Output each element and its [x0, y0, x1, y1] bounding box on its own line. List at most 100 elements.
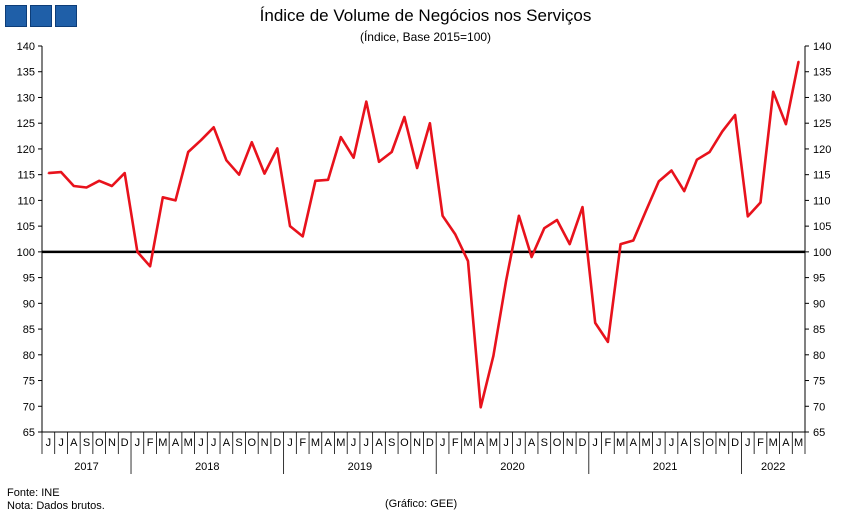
- y-tick-label-right: 125: [813, 118, 831, 130]
- x-month-label: J: [198, 437, 204, 449]
- x-month-label: F: [605, 437, 612, 449]
- chart-subtitle: (Índice, Base 2015=100): [359, 30, 492, 44]
- data-point: [696, 158, 698, 161]
- data-point: [708, 151, 711, 153]
- x-month-label: S: [693, 437, 700, 449]
- data-point: [479, 406, 482, 409]
- x-month-label: N: [261, 437, 269, 449]
- x-month-label: N: [566, 437, 574, 449]
- data-point: [429, 122, 431, 124]
- data-point: [403, 116, 406, 118]
- data-point: [174, 199, 177, 202]
- x-month-label: M: [616, 437, 625, 449]
- data-point: [683, 190, 685, 192]
- x-month-label: S: [388, 437, 395, 449]
- data-point: [98, 180, 101, 182]
- x-month-label: J: [592, 437, 598, 449]
- data-point: [238, 173, 240, 176]
- data-point: [263, 172, 266, 175]
- y-tick-label-right: 140: [813, 41, 831, 53]
- x-month-label: O: [705, 437, 714, 449]
- x-month-label: O: [553, 437, 562, 449]
- x-month-label: F: [147, 437, 154, 449]
- x-month-label: A: [477, 437, 485, 449]
- y-tick-label-left: 90: [23, 298, 35, 310]
- data-point: [47, 172, 50, 174]
- x-month-label: J: [135, 437, 141, 449]
- data-point: [785, 123, 787, 126]
- data-point: [467, 260, 469, 262]
- y-tick-label-left: 125: [17, 118, 35, 130]
- y-tick-label-left: 75: [23, 376, 35, 388]
- data-point: [556, 219, 558, 221]
- x-month-label: N: [718, 437, 726, 449]
- data-point: [149, 265, 151, 268]
- data-point: [607, 341, 609, 343]
- data-point: [454, 233, 457, 236]
- y-tick-label-left: 115: [17, 170, 35, 182]
- x-month-label: J: [440, 437, 446, 449]
- x-month-label: J: [287, 437, 293, 449]
- x-month-label: J: [669, 437, 675, 449]
- x-year-label: 2022: [761, 461, 785, 473]
- y-tick-label-right: 120: [813, 144, 831, 156]
- data-point: [378, 161, 380, 163]
- y-tick-label-left: 100: [17, 247, 35, 259]
- data-point: [492, 355, 495, 357]
- data-point: [721, 130, 724, 133]
- x-month-label: D: [578, 437, 586, 449]
- x-month-label: D: [121, 437, 129, 449]
- data-point: [645, 209, 647, 212]
- y-tick-label-left: 105: [17, 221, 35, 233]
- source-note: Fonte: INE: [7, 487, 60, 499]
- data-point: [314, 180, 317, 182]
- x-month-label: A: [681, 437, 689, 449]
- series-line: [48, 61, 800, 409]
- data-point: [759, 201, 762, 204]
- x-month-label: S: [83, 437, 90, 449]
- x-month-label: N: [108, 437, 116, 449]
- x-month-label: A: [375, 437, 383, 449]
- data-point: [657, 180, 660, 183]
- data-point: [568, 243, 571, 245]
- x-month-label: F: [757, 437, 764, 449]
- y-tick-label-right: 110: [813, 195, 831, 207]
- x-month-label: J: [58, 437, 64, 449]
- y-tick-label-right: 115: [813, 170, 831, 182]
- x-month-label: M: [794, 437, 803, 449]
- x-month-label: A: [630, 437, 638, 449]
- data-point: [797, 60, 800, 63]
- x-month-label: D: [426, 437, 434, 449]
- data-point: [301, 235, 304, 238]
- y-tick-label-left: 85: [23, 324, 35, 336]
- data-point: [594, 322, 596, 324]
- x-month-label: M: [158, 437, 167, 449]
- logo-square: [5, 5, 27, 27]
- x-month-label: J: [516, 437, 522, 449]
- y-tick-label-right: 70: [813, 401, 825, 413]
- x-year-label: 2019: [348, 461, 372, 473]
- x-month-label: M: [641, 437, 650, 449]
- x-year-label: 2017: [74, 461, 98, 473]
- data-point: [136, 251, 139, 253]
- x-month-label: M: [184, 437, 193, 449]
- x-month-label: M: [489, 437, 498, 449]
- data-point: [60, 171, 62, 173]
- data-point: [734, 114, 736, 116]
- x-month-label: A: [70, 437, 78, 449]
- x-month-label: N: [413, 437, 421, 449]
- x-year-label: 2018: [195, 461, 219, 473]
- x-month-label: D: [273, 437, 281, 449]
- data-point: [276, 147, 279, 150]
- data-point: [441, 215, 444, 217]
- x-month-label: J: [211, 437, 217, 449]
- data-point: [505, 279, 507, 281]
- x-month-label: J: [656, 437, 662, 449]
- data-point: [162, 196, 164, 199]
- x-month-label: J: [364, 437, 370, 449]
- x-month-label: S: [541, 437, 548, 449]
- x-month-label: A: [223, 437, 231, 449]
- x-month-label: O: [400, 437, 409, 449]
- data-point: [251, 141, 253, 144]
